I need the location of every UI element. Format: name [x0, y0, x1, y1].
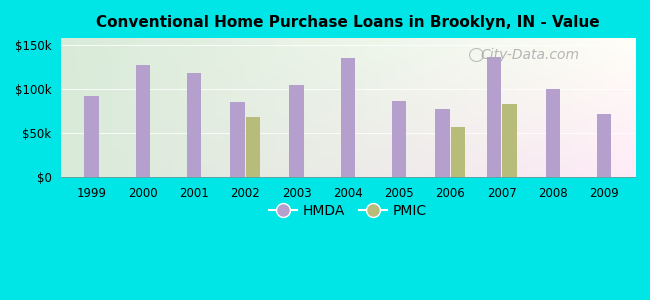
- Bar: [436, 109, 450, 177]
- Bar: [546, 89, 560, 177]
- Title: Conventional Home Purchase Loans in Brooklyn, IN - Value: Conventional Home Purchase Loans in Broo…: [96, 15, 600, 30]
- Bar: [84, 96, 99, 177]
- Bar: [289, 85, 304, 177]
- Bar: [246, 117, 261, 177]
- Bar: [487, 57, 501, 177]
- Bar: [135, 64, 150, 177]
- Bar: [451, 127, 465, 177]
- Text: City-Data.com: City-Data.com: [480, 48, 579, 62]
- Bar: [230, 102, 244, 177]
- Legend: HMDA, PMIC: HMDA, PMIC: [264, 198, 432, 223]
- Bar: [392, 100, 406, 177]
- Text: ○: ○: [469, 45, 486, 64]
- Bar: [187, 73, 201, 177]
- Bar: [341, 58, 355, 177]
- Bar: [502, 104, 517, 177]
- Bar: [597, 114, 612, 177]
